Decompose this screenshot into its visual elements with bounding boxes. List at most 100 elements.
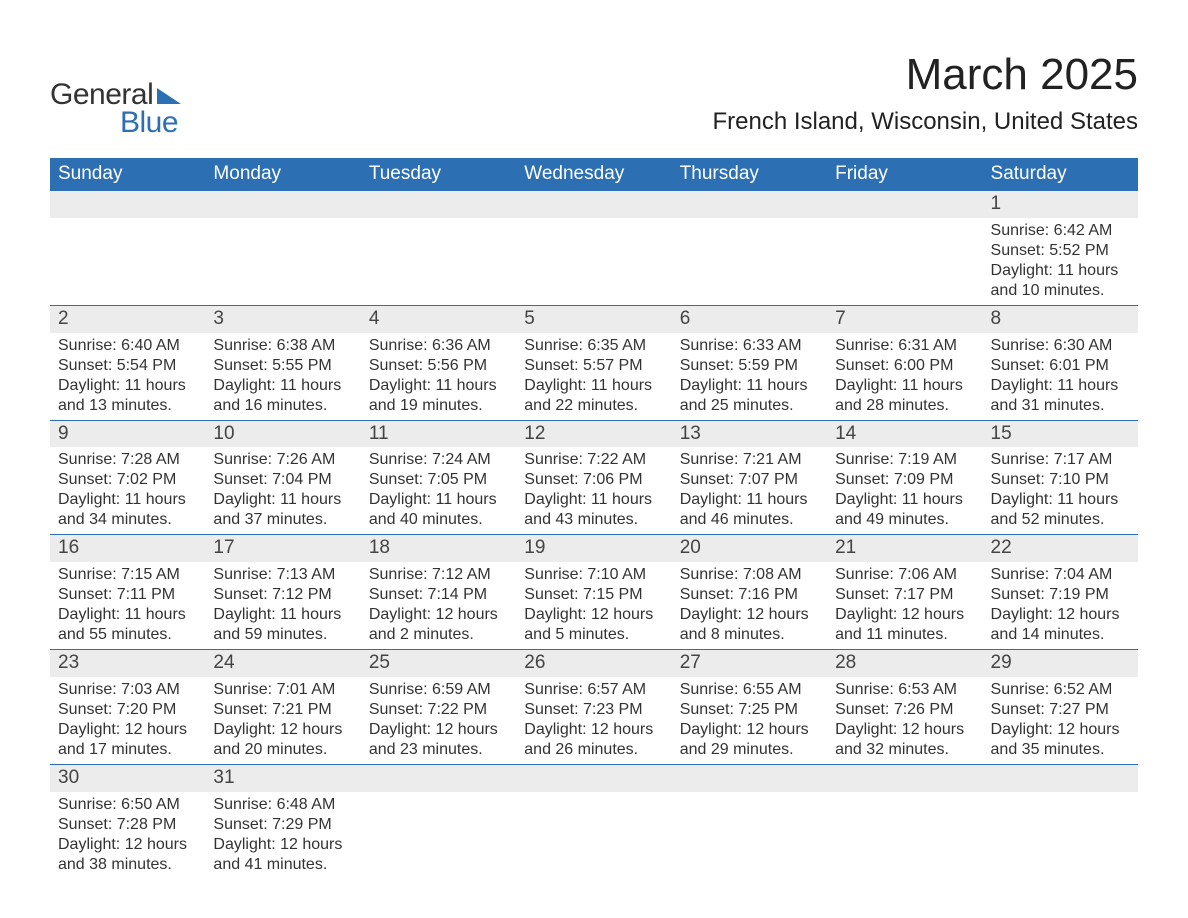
sunset-line: Sunset: 5:59 PM (680, 356, 819, 376)
calendar-cell: 16Sunrise: 7:15 AMSunset: 7:11 PMDayligh… (50, 535, 205, 650)
location: French Island, Wisconsin, United States (712, 108, 1138, 136)
sunset-line: Sunset: 7:12 PM (213, 585, 352, 605)
calendar-cell: 4Sunrise: 6:36 AMSunset: 5:56 PMDaylight… (361, 305, 516, 420)
calendar-cell: 8Sunrise: 6:30 AMSunset: 6:01 PMDaylight… (983, 305, 1138, 420)
daylight-line: Daylight: 12 hours and 26 minutes. (524, 720, 663, 760)
sunrise-line: Sunrise: 6:48 AM (213, 795, 352, 815)
day-data: Sunrise: 6:42 AMSunset: 5:52 PMDaylight:… (983, 218, 1138, 305)
sunrise-line: Sunrise: 6:38 AM (213, 336, 352, 356)
sunrise-line: Sunrise: 6:36 AM (369, 336, 508, 356)
day-number: 19 (516, 535, 671, 562)
day-data: Sunrise: 6:53 AMSunset: 7:26 PMDaylight:… (827, 677, 982, 764)
day-number: 29 (983, 650, 1138, 677)
sunset-line: Sunset: 7:19 PM (991, 585, 1130, 605)
sunrise-line: Sunrise: 7:15 AM (58, 565, 197, 585)
daylight-line: Daylight: 11 hours and 31 minutes. (991, 376, 1130, 416)
day-number: 13 (672, 421, 827, 448)
day-number: 25 (361, 650, 516, 677)
sunrise-line: Sunrise: 7:19 AM (835, 450, 974, 470)
daylight-line: Daylight: 11 hours and 37 minutes. (213, 490, 352, 530)
sunrise-line: Sunrise: 6:40 AM (58, 336, 197, 356)
day-data: Sunrise: 6:48 AMSunset: 7:29 PMDaylight:… (205, 792, 360, 879)
calendar-cell (672, 191, 827, 306)
sunrise-line: Sunrise: 7:26 AM (213, 450, 352, 470)
day-number: 23 (50, 650, 205, 677)
sunset-line: Sunset: 7:09 PM (835, 470, 974, 490)
daylight-line: Daylight: 11 hours and 28 minutes. (835, 376, 974, 416)
daylight-line: Daylight: 12 hours and 17 minutes. (58, 720, 197, 760)
sunset-line: Sunset: 5:57 PM (524, 356, 663, 376)
calendar-cell (361, 191, 516, 306)
day-header: Monday (205, 158, 360, 191)
calendar-cell: 13Sunrise: 7:21 AMSunset: 7:07 PMDayligh… (672, 420, 827, 535)
sunrise-line: Sunrise: 6:33 AM (680, 336, 819, 356)
calendar-week-row: 9Sunrise: 7:28 AMSunset: 7:02 PMDaylight… (50, 420, 1138, 535)
calendar-cell (827, 764, 982, 878)
day-number: 5 (516, 306, 671, 333)
daylight-line: Daylight: 12 hours and 32 minutes. (835, 720, 974, 760)
day-data: Sunrise: 7:01 AMSunset: 7:21 PMDaylight:… (205, 677, 360, 764)
sunset-line: Sunset: 6:01 PM (991, 356, 1130, 376)
sunset-line: Sunset: 7:28 PM (58, 815, 197, 835)
sunset-line: Sunset: 7:11 PM (58, 585, 197, 605)
calendar-cell: 23Sunrise: 7:03 AMSunset: 7:20 PMDayligh… (50, 650, 205, 765)
sunrise-line: Sunrise: 6:35 AM (524, 336, 663, 356)
calendar-cell: 20Sunrise: 7:08 AMSunset: 7:16 PMDayligh… (672, 535, 827, 650)
daylight-line: Daylight: 12 hours and 11 minutes. (835, 605, 974, 645)
daylight-line: Daylight: 12 hours and 23 minutes. (369, 720, 508, 760)
day-number-empty (205, 191, 360, 218)
day-number: 26 (516, 650, 671, 677)
calendar-cell: 15Sunrise: 7:17 AMSunset: 7:10 PMDayligh… (983, 420, 1138, 535)
logo-triangle-icon (157, 86, 185, 104)
day-header: Friday (827, 158, 982, 191)
calendar-week-row: 2Sunrise: 6:40 AMSunset: 5:54 PMDaylight… (50, 305, 1138, 420)
daylight-line: Daylight: 11 hours and 19 minutes. (369, 376, 508, 416)
daylight-line: Daylight: 11 hours and 34 minutes. (58, 490, 197, 530)
daylight-line: Daylight: 12 hours and 14 minutes. (991, 605, 1130, 645)
day-data: Sunrise: 7:19 AMSunset: 7:09 PMDaylight:… (827, 447, 982, 534)
day-number: 21 (827, 535, 982, 562)
day-data: Sunrise: 7:21 AMSunset: 7:07 PMDaylight:… (672, 447, 827, 534)
daylight-line: Daylight: 11 hours and 13 minutes. (58, 376, 197, 416)
sunrise-line: Sunrise: 6:30 AM (991, 336, 1130, 356)
day-data: Sunrise: 6:55 AMSunset: 7:25 PMDaylight:… (672, 677, 827, 764)
calendar-cell: 22Sunrise: 7:04 AMSunset: 7:19 PMDayligh… (983, 535, 1138, 650)
day-data: Sunrise: 6:57 AMSunset: 7:23 PMDaylight:… (516, 677, 671, 764)
day-number: 18 (361, 535, 516, 562)
day-data: Sunrise: 7:28 AMSunset: 7:02 PMDaylight:… (50, 447, 205, 534)
calendar-cell: 25Sunrise: 6:59 AMSunset: 7:22 PMDayligh… (361, 650, 516, 765)
day-data: Sunrise: 6:33 AMSunset: 5:59 PMDaylight:… (672, 333, 827, 420)
daylight-line: Daylight: 12 hours and 5 minutes. (524, 605, 663, 645)
calendar-cell (50, 191, 205, 306)
day-data: Sunrise: 7:03 AMSunset: 7:20 PMDaylight:… (50, 677, 205, 764)
sunrise-line: Sunrise: 7:21 AM (680, 450, 819, 470)
day-data: Sunrise: 7:22 AMSunset: 7:06 PMDaylight:… (516, 447, 671, 534)
calendar-cell: 26Sunrise: 6:57 AMSunset: 7:23 PMDayligh… (516, 650, 671, 765)
day-number: 9 (50, 421, 205, 448)
day-number: 24 (205, 650, 360, 677)
day-data: Sunrise: 6:40 AMSunset: 5:54 PMDaylight:… (50, 333, 205, 420)
daylight-line: Daylight: 11 hours and 40 minutes. (369, 490, 508, 530)
sunrise-line: Sunrise: 6:50 AM (58, 795, 197, 815)
logo: General Blue (50, 78, 185, 140)
sunrise-line: Sunrise: 7:10 AM (524, 565, 663, 585)
day-header: Thursday (672, 158, 827, 191)
day-number: 11 (361, 421, 516, 448)
day-number-empty (50, 191, 205, 218)
daylight-line: Daylight: 11 hours and 43 minutes. (524, 490, 663, 530)
calendar-page: General Blue March 2025 French Island, W… (0, 0, 1188, 909)
sunset-line: Sunset: 7:27 PM (991, 700, 1130, 720)
sunrise-line: Sunrise: 7:24 AM (369, 450, 508, 470)
calendar-cell: 3Sunrise: 6:38 AMSunset: 5:55 PMDaylight… (205, 305, 360, 420)
month-title: March 2025 (712, 50, 1138, 100)
day-data: Sunrise: 7:10 AMSunset: 7:15 PMDaylight:… (516, 562, 671, 649)
logo-text-blue: Blue (120, 106, 185, 140)
daylight-line: Daylight: 11 hours and 52 minutes. (991, 490, 1130, 530)
day-number: 17 (205, 535, 360, 562)
day-number: 10 (205, 421, 360, 448)
day-number-empty (827, 765, 982, 792)
day-number: 31 (205, 765, 360, 792)
sunset-line: Sunset: 7:20 PM (58, 700, 197, 720)
day-data: Sunrise: 6:38 AMSunset: 5:55 PMDaylight:… (205, 333, 360, 420)
daylight-line: Daylight: 12 hours and 20 minutes. (213, 720, 352, 760)
